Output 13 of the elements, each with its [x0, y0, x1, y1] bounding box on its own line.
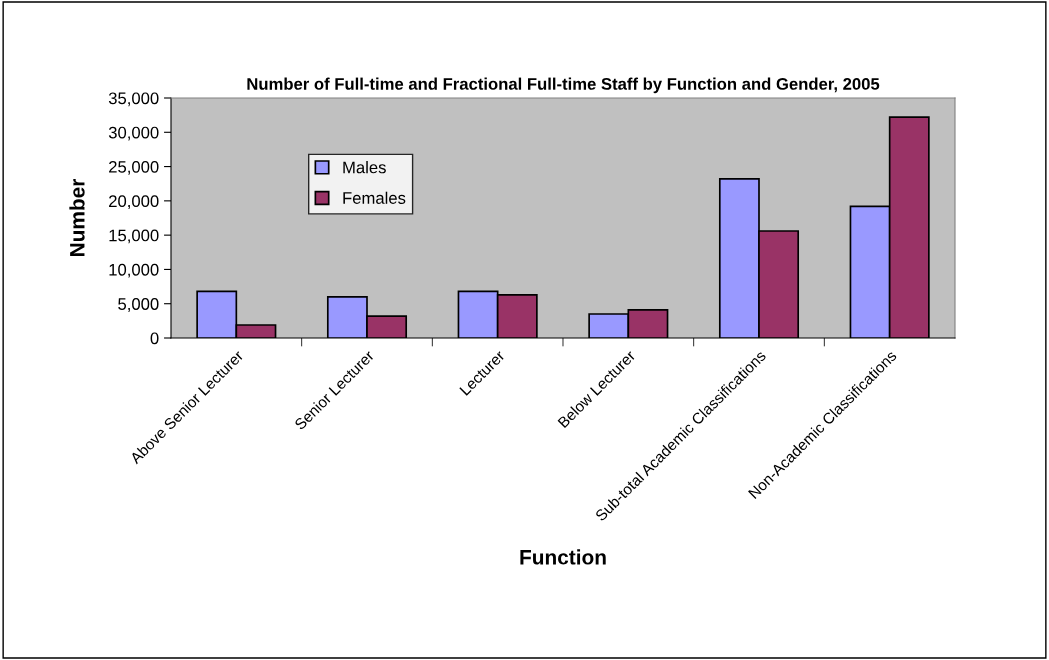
y-tick-label: 35,000 [108, 92, 159, 107]
legend-label: Females [343, 191, 406, 204]
y-tick-label: 30,000 [108, 126, 159, 141]
legend-label: Males [343, 161, 386, 174]
y-axis-title: Number [69, 178, 85, 256]
y-tick-label: 25,000 [109, 160, 159, 175]
y-tick-label: 5,000 [118, 298, 159, 312]
y-tick-label: 15,000 [109, 229, 159, 244]
chart-title: Number of Full-time and Fractional Full-time Staff by Function and Gender, 2005 [247, 77, 880, 94]
y-tick-label: 20,000 [109, 195, 159, 210]
x-axis-title: Function [520, 549, 606, 565]
y-tick-label: 0 [150, 332, 159, 345]
y-tick-label: 10,000 [109, 263, 159, 278]
